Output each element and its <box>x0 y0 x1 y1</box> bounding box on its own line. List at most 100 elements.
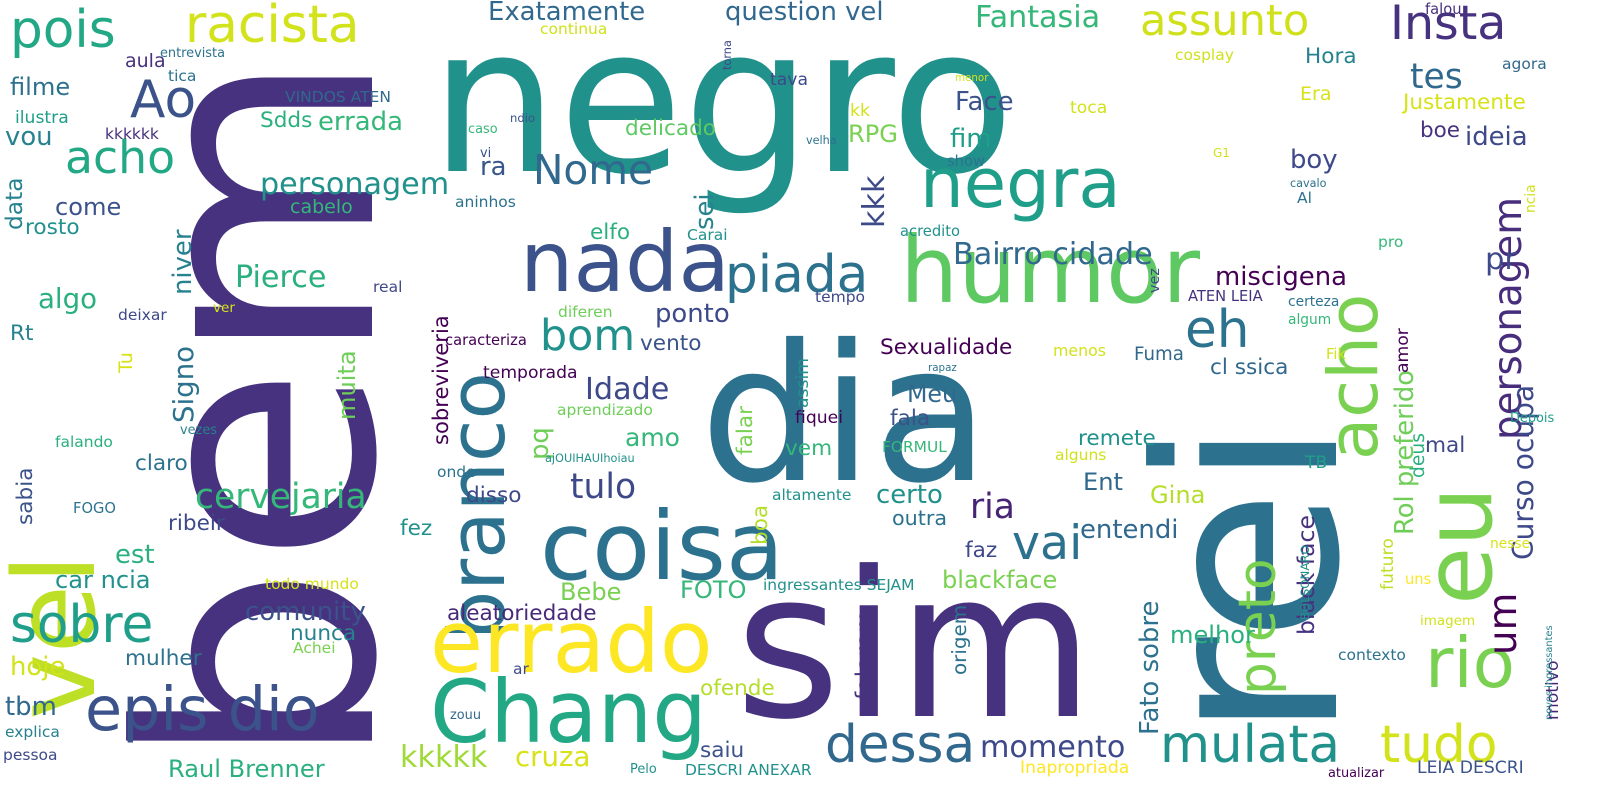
word-atualizar: atualizar <box>1328 766 1385 781</box>
word-kkkkk: kkkkk <box>400 740 488 775</box>
word-amor: amor <box>1393 328 1413 373</box>
word-boe: boe <box>1420 118 1461 143</box>
word-pro: pro <box>1378 233 1404 251</box>
word-alguns: alguns <box>1055 446 1107 464</box>
word-descri-anexar: DESCRI ANEXAR <box>685 761 812 779</box>
word-ver: ver <box>213 300 235 316</box>
word-question-vel: question vel <box>725 0 884 27</box>
word-vezes: vezes <box>180 423 217 438</box>
word-imagem: imagem <box>1420 613 1476 629</box>
word-futuro: futuro <box>1378 538 1398 590</box>
word-comunity: comunity <box>245 597 366 627</box>
word-falar: falar <box>733 406 758 455</box>
word-kkk: kkk <box>857 175 892 228</box>
word-aula: aula <box>125 50 166 72</box>
word-sexualidade: Sexualidade <box>880 335 1013 360</box>
word-continua: continua <box>540 20 608 38</box>
word-hora: Hora <box>1305 44 1357 69</box>
word-fim: fim <box>950 124 992 154</box>
word-meu: Meu <box>907 380 958 408</box>
word-dessa: dessa <box>825 715 976 775</box>
word-nome: Nome <box>533 146 653 194</box>
word-humor: humor <box>900 217 1200 324</box>
word-errado: errado <box>430 593 713 693</box>
word-remete: remete <box>1078 426 1156 451</box>
word-cavalo: cavalo <box>1290 177 1327 190</box>
word-blackface: blackface <box>942 566 1058 594</box>
word-caso: caso <box>468 122 498 137</box>
word-fantasia: Fantasia <box>975 0 1101 35</box>
word-faz: faz <box>965 538 998 563</box>
word-rio: rio <box>1425 624 1515 704</box>
word-tempo: tempo <box>815 288 866 306</box>
word-agora: agora <box>1502 55 1547 73</box>
word-boa: boa <box>748 504 773 545</box>
word-zouu: zouu <box>450 708 481 723</box>
word-bolsonaro: BOLSONARO <box>1298 545 1312 620</box>
word-algum: algum <box>1288 312 1332 328</box>
word-bom: bom <box>540 311 636 361</box>
word-fik: Fik <box>1326 346 1346 363</box>
word-tulo: tulo <box>570 467 637 507</box>
word-fuma: Fuma <box>1134 344 1184 365</box>
word-falou: falou <box>1425 1 1462 18</box>
word-altamente: altamente <box>772 486 852 504</box>
word-entrevista: entrevista <box>160 46 225 61</box>
word-rosto: rosto <box>25 215 80 240</box>
word-filme: filme <box>10 73 71 101</box>
word-inapropriada: Inapropriada <box>1020 758 1130 778</box>
word-era: Era <box>1300 83 1332 105</box>
word-chang: Chang <box>430 663 707 763</box>
word-dia: dia <box>700 304 990 525</box>
word-depois: Depois <box>1510 411 1555 426</box>
word-vou: vou <box>5 122 53 152</box>
word-vem: vem <box>785 436 833 461</box>
word-ao: Ao <box>130 70 197 130</box>
word-ajouihauihoiau: ajOUIHAUIhoiau <box>545 452 635 465</box>
word-vento: vento <box>640 331 702 356</box>
word-sdds: Sdds <box>260 108 313 133</box>
word-aninhos: aninhos <box>455 193 516 211</box>
word-cosplay: cosplay <box>1175 46 1234 64</box>
word-ndio: ndio <box>510 111 536 125</box>
word-racista: racista <box>185 0 360 55</box>
word-errada: errada <box>318 107 403 137</box>
word-kk: kk <box>850 101 870 121</box>
word-rpg: RPG <box>848 120 898 148</box>
word-gina: Gina <box>1150 481 1206 509</box>
word-tu: Tu <box>115 352 137 373</box>
word-ingressantes-sejam: ingressantes SEJAM <box>763 576 915 594</box>
word-bairro-cidade: Bairro cidade <box>953 237 1153 272</box>
word-melhor: melhor <box>1170 621 1255 649</box>
word-carai: Carai <box>687 226 728 244</box>
word-show: show <box>947 153 985 170</box>
word-momento: momento <box>980 730 1126 765</box>
word-tudo: tudo <box>1380 715 1498 775</box>
word-novos-ingressantes: novos ingressantes <box>1544 625 1555 720</box>
word-saiu: saiu <box>700 738 745 763</box>
word-g1: G1 <box>1213 146 1230 160</box>
word-mulata: mulata <box>1160 715 1341 775</box>
word-leia-descri: LEIA DESCRI <box>1417 758 1524 778</box>
word-kkkkkk: kkkkkk <box>105 125 159 143</box>
word-eh: eh <box>1185 300 1250 360</box>
word-ponto: ponto <box>655 299 730 329</box>
word-aleatoriedade: aleatoriedade <box>447 601 597 626</box>
word-cabelo: cabelo <box>290 196 353 218</box>
word-nada: nada <box>520 213 730 311</box>
word-ofende: ofende <box>700 676 775 701</box>
word-disso: disso <box>466 483 522 508</box>
word-ideia: ideia <box>1465 122 1528 152</box>
word-origem: origem <box>948 604 971 675</box>
word-acho: acho <box>65 131 176 184</box>
word-ria: ria <box>970 487 1015 527</box>
word-sim: sim <box>735 528 1095 764</box>
word-sobre: sobre <box>10 595 154 655</box>
word-negra: negra <box>920 144 1121 224</box>
word-tica: tica <box>168 67 197 85</box>
word-rapaz: rapaz <box>928 362 957 374</box>
word-come: come <box>55 193 122 221</box>
word-cervejaria: cervejaria <box>195 477 367 517</box>
word-falaram: falaram <box>850 609 878 700</box>
